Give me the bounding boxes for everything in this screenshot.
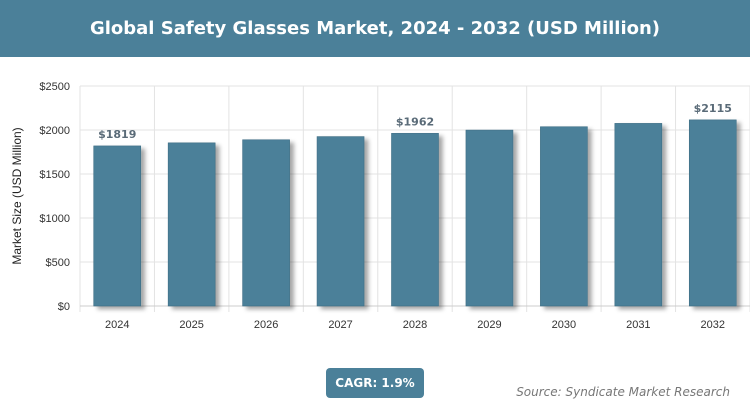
y-tick-label: $0 [58, 301, 70, 313]
x-tick-label: 2024 [105, 319, 129, 331]
y-tick-label: $1500 [39, 169, 70, 181]
x-tick-label: 2030 [552, 319, 576, 331]
x-tick-label: 2032 [701, 319, 725, 331]
bar-2030 [540, 126, 588, 307]
x-tick-label: 2027 [328, 319, 352, 331]
bar-2025 [167, 142, 216, 307]
x-tick-label: 2031 [626, 319, 650, 331]
bar-2031 [614, 123, 663, 307]
y-axis-label: Market Size (USD Million) [10, 127, 24, 264]
bar-2032 [688, 119, 737, 307]
y-tick-label: $2500 [39, 81, 70, 93]
x-tick-label: 2026 [254, 319, 278, 331]
bar-2024 [93, 145, 142, 307]
source-note: Source: Syndicate Market Research [516, 385, 730, 399]
x-tick-label: 2028 [403, 319, 427, 331]
bar-2027 [316, 136, 365, 307]
bar-2029 [465, 129, 514, 307]
bar-chart: $0 $500 $1000 $1500 $2000 $2500 2024 $1819 2025 2… [10, 81, 750, 331]
x-tick-label: 2029 [477, 319, 501, 331]
y-tick-label: $500 [46, 257, 70, 269]
bar-2026 [242, 139, 290, 307]
cagr-badge: CAGR: 1.9% [326, 368, 424, 398]
data-label: $1819 [98, 128, 136, 141]
y-tick-label: $2000 [39, 125, 70, 137]
data-label: $1962 [396, 115, 434, 128]
x-tick-label: 2025 [179, 319, 203, 331]
data-label: $2115 [694, 102, 732, 115]
chart-title: Global Safety Glasses Market, 2024 - 203… [0, 0, 750, 57]
y-tick-label: $1000 [39, 213, 70, 225]
bar-2028 [391, 133, 439, 307]
